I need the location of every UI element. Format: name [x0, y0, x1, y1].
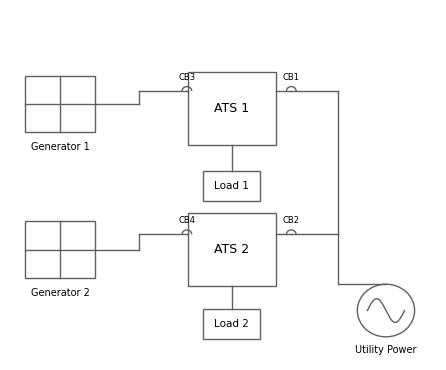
Text: Generator 1: Generator 1 [31, 142, 89, 152]
Text: Utility Power: Utility Power [355, 345, 417, 355]
Circle shape [357, 284, 415, 337]
Bar [188, 213, 276, 286]
Text: ATS 1: ATS 1 [214, 101, 249, 115]
Bar [188, 72, 276, 145]
Bar [25, 76, 95, 132]
Text: CB1: CB1 [283, 73, 300, 82]
Text: Generator 2: Generator 2 [31, 288, 90, 298]
Bar [203, 309, 260, 339]
Text: CB3: CB3 [178, 73, 195, 82]
Text: Load 2: Load 2 [215, 319, 249, 329]
Bar [25, 221, 95, 278]
Bar [203, 171, 260, 201]
Text: CB4: CB4 [178, 216, 195, 225]
Text: CB2: CB2 [283, 216, 300, 225]
Text: ATS 2: ATS 2 [214, 243, 249, 256]
Text: Load 1: Load 1 [215, 181, 249, 191]
